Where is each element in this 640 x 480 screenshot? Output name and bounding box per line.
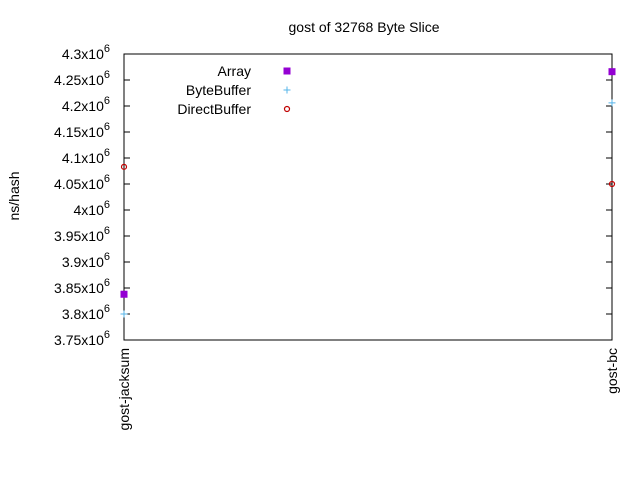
y-tick-label: 3.85x106	[54, 277, 110, 296]
legend-marker	[283, 105, 291, 113]
data-point	[120, 163, 128, 170]
y-tick-label: 4.2x106	[62, 95, 110, 114]
data-point	[120, 310, 128, 318]
legend-marker	[283, 67, 291, 75]
x-tick-label: gost-bc	[604, 348, 620, 394]
y-tick-label: 4.3x106	[62, 43, 110, 62]
y-tick-label: 3.8x106	[62, 303, 110, 322]
y-tick-label: 3.75x106	[54, 329, 110, 348]
plot-frame	[123, 53, 613, 341]
y-tick-label: 4.1x106	[62, 147, 110, 166]
data-point	[608, 180, 616, 188]
data-point	[120, 290, 128, 298]
y-axis-ticks: 3.75x106 3.8x106 3.85x106 3.9x106 3.95x106 4x…	[54, 43, 612, 348]
data-point	[608, 68, 616, 76]
y-tick-label: 4x106	[74, 199, 110, 218]
legend-label: ByteBuffer	[186, 82, 251, 98]
legend-label: Array	[218, 63, 251, 79]
legend: Array ByteBuffer DirectBuffer	[177, 63, 291, 117]
legend-label: DirectBuffer	[177, 101, 251, 117]
x-tick-label: gost-jacksum	[116, 348, 132, 430]
y-axis-label: ns/hash	[6, 171, 22, 220]
y-tick-label: 4.25x106	[54, 69, 110, 88]
y-tick-label: 4.15x106	[54, 121, 110, 140]
y-tick-label: 3.95x106	[54, 225, 110, 244]
y-tick-label: 3.9x106	[62, 251, 110, 270]
legend-marker	[283, 86, 291, 94]
chart-title: gost of 32768 Byte Slice	[289, 19, 440, 35]
y-tick-label: 4.05x106	[54, 173, 110, 192]
x-axis-ticks: gost-jacksum gost-bc	[116, 54, 620, 430]
data-point	[608, 99, 616, 107]
data-points	[120, 68, 616, 318]
